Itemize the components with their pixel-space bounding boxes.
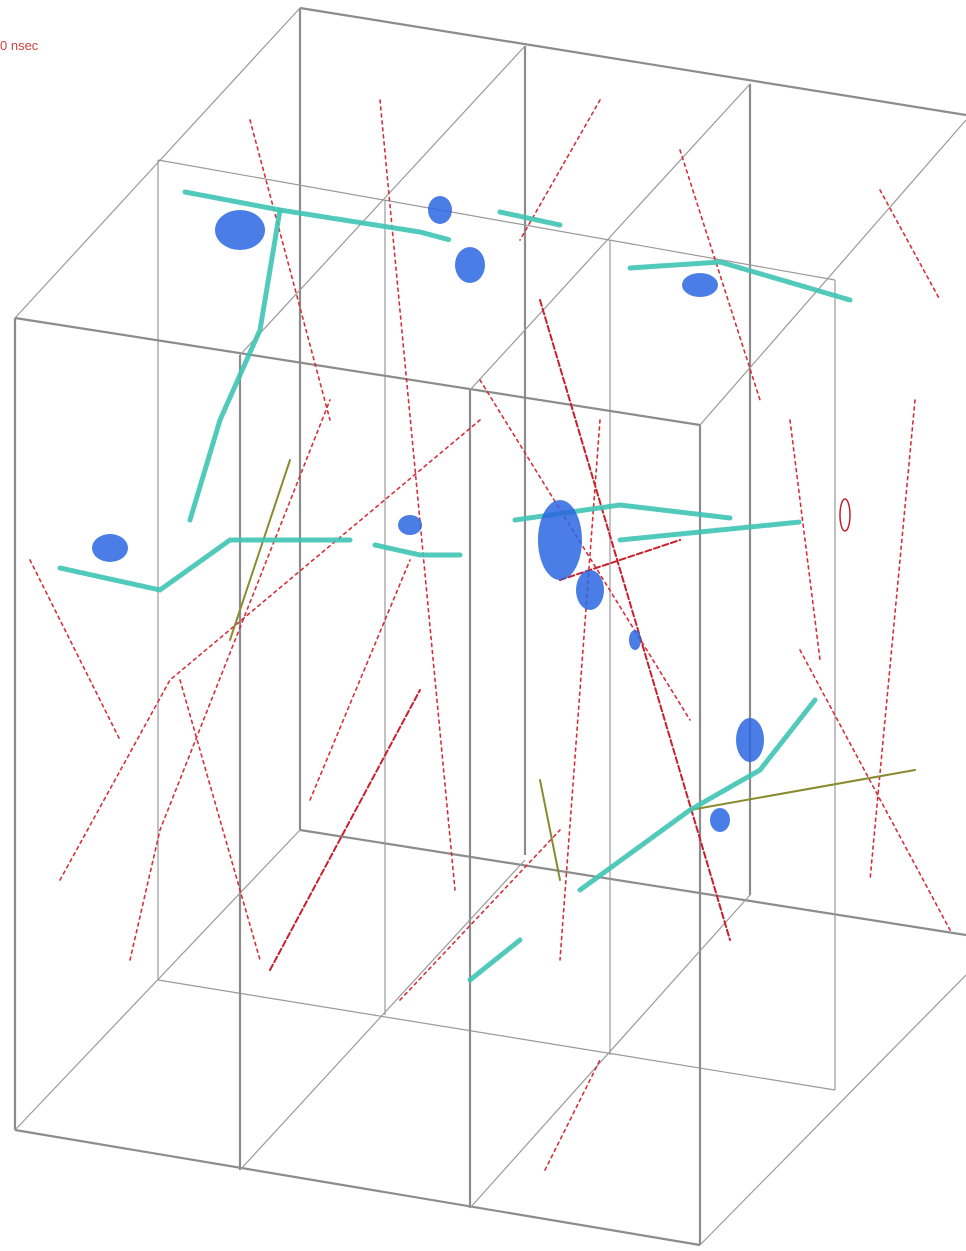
timestamp: 0 nsec [0,38,39,53]
detector-frame [13,6,966,1247]
hit-clusters [92,196,764,832]
tracks [29,99,951,1171]
marker [839,498,851,532]
